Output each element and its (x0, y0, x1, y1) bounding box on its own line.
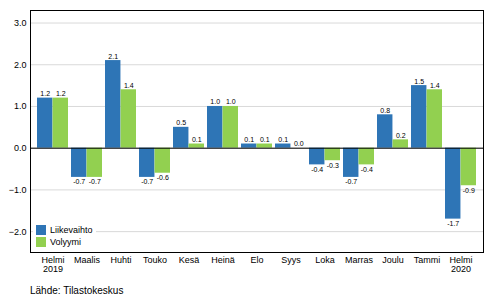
svg-text:-0.4: -0.4 (311, 166, 323, 173)
svg-text:Helmi2020: Helmi2020 (449, 255, 472, 274)
svg-text:-1.7: -1.7 (447, 220, 459, 227)
svg-text:2.0: 2.0 (14, 60, 27, 70)
svg-text:Touko: Touko (143, 255, 167, 265)
svg-text:2.1: 2.1 (108, 53, 118, 60)
svg-text:−1.0: −1.0 (9, 185, 27, 195)
svg-text:1.4: 1.4 (430, 82, 440, 89)
svg-text:1.5: 1.5 (414, 78, 424, 85)
svg-text:0.1: 0.1 (260, 136, 270, 143)
svg-text:-0.7: -0.7 (141, 178, 153, 185)
svg-text:1.4: 1.4 (124, 82, 134, 89)
svg-text:-0.9: -0.9 (463, 187, 475, 194)
svg-text:-0.7: -0.7 (73, 178, 85, 185)
svg-text:Tammi: Tammi (414, 255, 441, 265)
svg-text:Syys: Syys (281, 255, 301, 265)
svg-text:0.0: 0.0 (14, 143, 27, 153)
svg-text:Helmi2019: Helmi2019 (41, 255, 64, 274)
svg-text:0.1: 0.1 (278, 136, 288, 143)
svg-text:Kesä: Kesä (179, 255, 200, 265)
svg-text:Heinä: Heinä (211, 255, 235, 265)
svg-text:-0.7: -0.7 (89, 178, 101, 185)
svg-text:1.0: 1.0 (14, 101, 27, 111)
svg-text:1.0: 1.0 (226, 98, 236, 105)
svg-text:-0.3: -0.3 (327, 162, 339, 169)
svg-text:-0.4: -0.4 (361, 166, 373, 173)
html-text:Liikevaihto: Liikevaihto (50, 225, 93, 235)
svg-text:0.1: 0.1 (244, 136, 254, 143)
svg-text:Elo: Elo (250, 255, 263, 265)
svg-text:Loka: Loka (315, 255, 335, 265)
svg-text:Huhti: Huhti (110, 255, 131, 265)
svg-text:Joulu: Joulu (382, 255, 404, 265)
svg-text:1.0: 1.0 (210, 98, 220, 105)
svg-text:0.1: 0.1 (192, 136, 202, 143)
svg-text:1.2: 1.2 (56, 90, 66, 97)
svg-text:0.0: 0.0 (294, 140, 304, 147)
html-text:Volyymi: Volyymi (50, 237, 81, 247)
svg-text:0.5: 0.5 (176, 119, 186, 126)
svg-text:1.2: 1.2 (40, 90, 50, 97)
svg-text:0.8: 0.8 (380, 107, 390, 114)
svg-text:0.2: 0.2 (396, 132, 406, 139)
svg-text:-0.7: -0.7 (345, 178, 357, 185)
svg-text:-0.6: -0.6 (157, 174, 169, 181)
svg-text:Marras: Marras (345, 255, 374, 265)
svg-text:Maalis: Maalis (74, 255, 101, 265)
html-text:Lähde: Tilastokeskus: Lähde: Tilastokeskus (30, 285, 124, 296)
svg-text:3.0: 3.0 (14, 18, 27, 28)
svg-text:−2.0: −2.0 (9, 227, 27, 237)
